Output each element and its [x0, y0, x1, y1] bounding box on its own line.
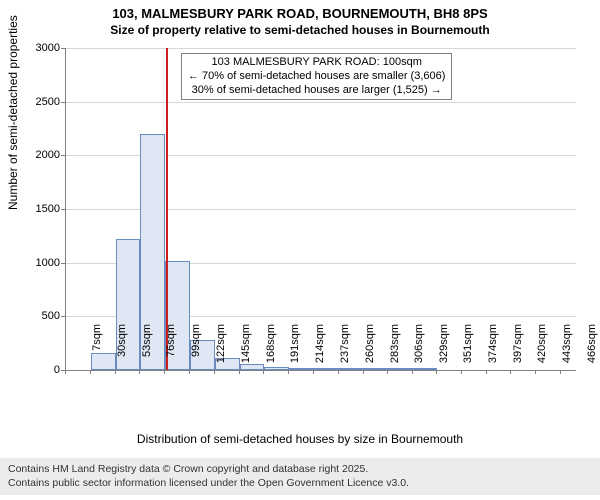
x-tick-label: 145sqm	[240, 324, 252, 384]
x-axis-label: Distribution of semi-detached houses by …	[0, 432, 600, 446]
x-tick-mark	[560, 370, 561, 374]
y-tick-label: 0	[10, 364, 60, 376]
annotation-line: ← 70% of semi-detached houses are smalle…	[188, 70, 445, 84]
y-tick-label: 1000	[10, 257, 60, 269]
x-tick-mark	[535, 370, 536, 374]
x-tick-label: 397sqm	[512, 324, 524, 384]
chart-container: 103, MALMESBURY PARK ROAD, BOURNEMOUTH, …	[0, 0, 600, 500]
y-tick-label: 2000	[10, 149, 60, 161]
x-tick-label: 214sqm	[314, 324, 326, 384]
x-tick-label: 99sqm	[190, 324, 202, 384]
x-tick-mark	[263, 370, 264, 374]
footer-line2: Contains public sector information licen…	[8, 477, 592, 491]
x-tick-label: 30sqm	[116, 324, 128, 384]
x-tick-mark	[486, 370, 487, 374]
x-tick-label: 76sqm	[165, 324, 177, 384]
x-tick-label: 237sqm	[339, 324, 351, 384]
x-tick-mark	[412, 370, 413, 374]
x-tick-mark	[65, 370, 66, 374]
annotation-line: 103 MALMESBURY PARK ROAD: 100sqm	[188, 56, 445, 70]
gridline	[66, 102, 576, 103]
x-tick-label: 443sqm	[561, 324, 573, 384]
x-tick-mark	[214, 370, 215, 374]
annotation-line: 30% of semi-detached houses are larger (…	[188, 84, 445, 98]
footer: Contains HM Land Registry data © Crown c…	[0, 458, 600, 495]
x-tick-label: 7sqm	[91, 324, 103, 384]
x-tick-mark	[363, 370, 364, 374]
title-main: 103, MALMESBURY PARK ROAD, BOURNEMOUTH, …	[0, 6, 600, 21]
x-tick-label: 191sqm	[289, 324, 301, 384]
x-tick-label: 420sqm	[536, 324, 548, 384]
x-tick-label: 329sqm	[438, 324, 450, 384]
marker-line	[166, 48, 168, 370]
x-tick-mark	[164, 370, 165, 374]
gridline	[66, 48, 576, 49]
y-tick-label: 2500	[10, 96, 60, 108]
x-tick-mark	[387, 370, 388, 374]
x-tick-mark	[90, 370, 91, 374]
y-tick-label: 3000	[10, 42, 60, 54]
x-tick-mark	[338, 370, 339, 374]
y-tick-label: 500	[10, 310, 60, 322]
y-tick-label: 1500	[10, 203, 60, 215]
x-tick-mark	[288, 370, 289, 374]
x-tick-label: 53sqm	[141, 324, 153, 384]
x-tick-label: 351sqm	[462, 324, 474, 384]
x-tick-label: 260sqm	[364, 324, 376, 384]
plot-area: 103 MALMESBURY PARK ROAD: 100sqm← 70% of…	[65, 48, 576, 371]
title-block: 103, MALMESBURY PARK ROAD, BOURNEMOUTH, …	[0, 6, 600, 37]
footer-line1: Contains HM Land Registry data © Crown c…	[8, 463, 592, 477]
x-tick-label: 283sqm	[389, 324, 401, 384]
x-tick-label: 122sqm	[215, 324, 227, 384]
x-tick-mark	[436, 370, 437, 374]
x-tick-label: 374sqm	[487, 324, 499, 384]
x-tick-mark	[239, 370, 240, 374]
x-tick-label: 466sqm	[586, 324, 598, 384]
title-sub: Size of property relative to semi-detach…	[0, 23, 600, 37]
x-tick-mark	[313, 370, 314, 374]
x-tick-mark	[461, 370, 462, 374]
x-tick-mark	[510, 370, 511, 374]
x-tick-label: 168sqm	[265, 324, 277, 384]
x-tick-mark	[139, 370, 140, 374]
x-tick-mark	[189, 370, 190, 374]
x-tick-mark	[115, 370, 116, 374]
x-tick-label: 306sqm	[413, 324, 425, 384]
annotation-box: 103 MALMESBURY PARK ROAD: 100sqm← 70% of…	[181, 53, 452, 100]
